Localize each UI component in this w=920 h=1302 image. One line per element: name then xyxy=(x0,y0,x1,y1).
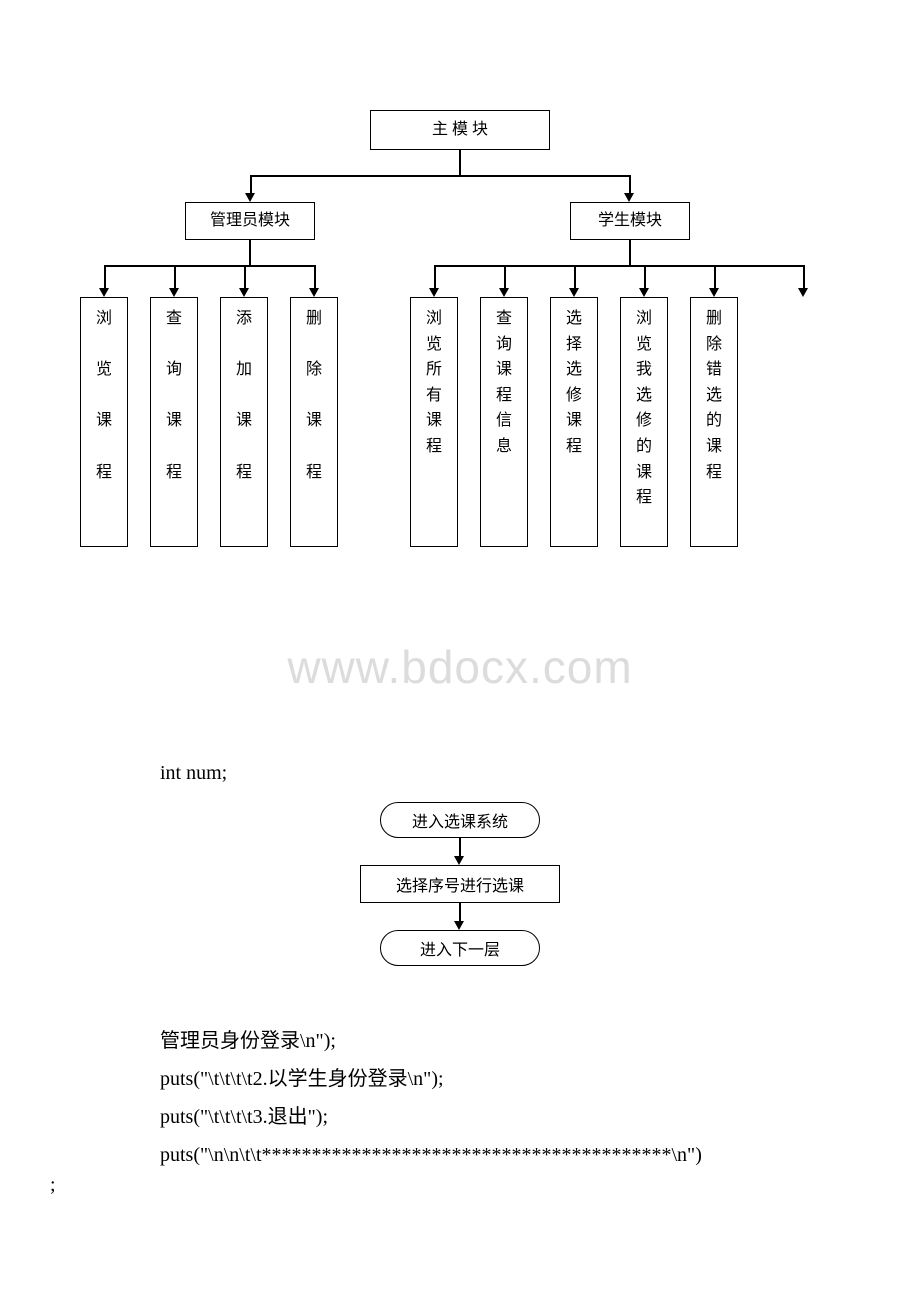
code-line-2: puts("\t\t\t\t2.以学生身份登录\n"); xyxy=(160,1060,920,1098)
flow-node-1: 进入选课系统 xyxy=(380,802,540,838)
code-line-3: puts("\t\t\t\t3.退出"); xyxy=(160,1098,920,1136)
admin-leaf-0: 浏 览 课 程 xyxy=(80,297,128,547)
code-line-5: ; xyxy=(50,1174,920,1197)
flow-node-3: 进入下一层 xyxy=(380,930,540,966)
student-label: 学生模块 xyxy=(598,210,662,232)
watermark-text: www.bdocx.com xyxy=(0,640,920,694)
leaf-text: 浏览我选修的课程 xyxy=(621,306,667,511)
leaf-text: 添 加 课 程 xyxy=(221,306,267,485)
code-line-1: 管理员身份登录\n"); xyxy=(160,1022,920,1060)
leaf-text: 浏览所有课程 xyxy=(411,306,457,460)
login-flowchart: 进入选课系统 选择序号进行选课 进入下一层 xyxy=(340,802,580,1002)
leaf-text: 浏 览 课 程 xyxy=(81,306,127,485)
student-leaf-3: 浏览我选修的课程 xyxy=(620,297,668,547)
code-line-0: int num; xyxy=(160,754,920,792)
code-line-4: puts("\n\n\t\t**************************… xyxy=(160,1136,920,1174)
flow-node-2: 选择序号进行选课 xyxy=(360,865,560,903)
student-leaf-0: 浏览所有课程 xyxy=(410,297,458,547)
admin-leaf-1: 查 询 课 程 xyxy=(150,297,198,547)
root-node: 主 模 块 xyxy=(370,110,550,150)
leaf-text: 删除错选的课程 xyxy=(691,306,737,485)
student-leaf-2: 选择选修课程 xyxy=(550,297,598,547)
flow-label: 进入选课系统 xyxy=(412,808,508,832)
flow-label: 选择序号进行选课 xyxy=(396,872,524,896)
module-hierarchy-diagram: 主 模 块 管理员模块 学生模块 xyxy=(80,110,840,610)
admin-module-node: 管理员模块 xyxy=(185,202,315,240)
flow-label: 进入下一层 xyxy=(420,936,500,960)
leaf-text: 删 除 课 程 xyxy=(291,306,337,485)
leaf-text: 查询课程信息 xyxy=(481,306,527,460)
student-leaf-4: 删除错选的课程 xyxy=(690,297,738,547)
leaf-text: 选择选修课程 xyxy=(551,306,597,460)
student-module-node: 学生模块 xyxy=(570,202,690,240)
admin-label: 管理员模块 xyxy=(210,210,290,232)
root-label: 主 模 块 xyxy=(432,119,488,141)
admin-leaf-3: 删 除 课 程 xyxy=(290,297,338,547)
admin-leaf-2: 添 加 课 程 xyxy=(220,297,268,547)
leaf-text: 查 询 课 程 xyxy=(151,306,197,485)
student-leaf-1: 查询课程信息 xyxy=(480,297,528,547)
